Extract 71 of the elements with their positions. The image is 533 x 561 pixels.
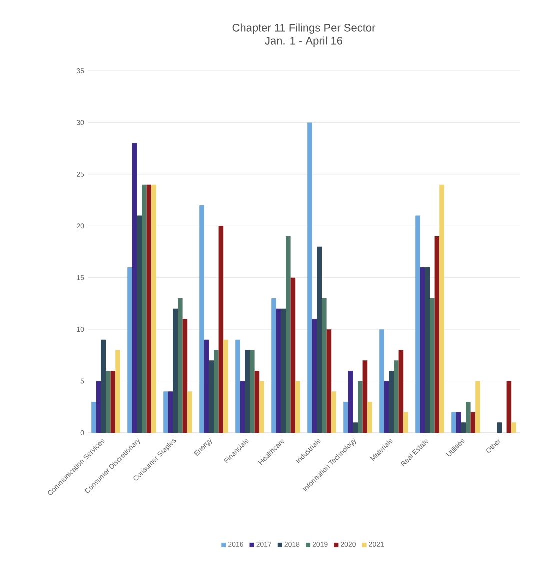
bar xyxy=(146,184,152,433)
bar xyxy=(272,298,276,433)
bar xyxy=(101,340,106,433)
bar xyxy=(368,402,372,433)
bar xyxy=(456,412,462,433)
bar xyxy=(209,360,214,433)
bar xyxy=(290,278,296,433)
bar xyxy=(240,381,246,433)
bar xyxy=(276,308,282,433)
bar xyxy=(106,370,111,433)
bar xyxy=(470,412,476,433)
bar xyxy=(236,340,240,433)
bar xyxy=(322,298,327,433)
bar xyxy=(344,402,348,433)
bar xyxy=(461,422,466,433)
bar xyxy=(96,381,102,433)
bar xyxy=(389,370,394,433)
bar xyxy=(420,268,426,433)
bar xyxy=(332,392,336,433)
chart-title: Chapter 11 Filings Per Sector xyxy=(232,24,376,34)
bar xyxy=(452,412,456,433)
bar xyxy=(348,370,354,433)
bar xyxy=(128,268,132,433)
bar xyxy=(173,308,178,433)
bar xyxy=(110,370,116,433)
bar xyxy=(218,226,224,433)
bar xyxy=(394,360,399,433)
bar xyxy=(362,360,368,433)
bar xyxy=(182,319,188,433)
bar xyxy=(178,298,183,433)
bar xyxy=(398,350,404,433)
bar xyxy=(200,205,204,433)
bar xyxy=(353,422,358,433)
bar xyxy=(416,216,420,433)
bar xyxy=(281,308,286,433)
bar xyxy=(440,184,444,433)
bar xyxy=(188,392,192,433)
bar xyxy=(254,370,260,433)
bar xyxy=(296,381,300,433)
bar xyxy=(466,402,471,433)
bar xyxy=(142,184,147,433)
bar xyxy=(384,381,390,433)
bar xyxy=(425,268,430,433)
bar xyxy=(116,350,120,433)
bar xyxy=(132,143,138,433)
bar xyxy=(308,122,312,433)
bar xyxy=(152,184,156,433)
bar xyxy=(245,350,250,433)
bar xyxy=(404,412,408,433)
bar xyxy=(204,340,210,433)
bar xyxy=(164,392,168,433)
bar xyxy=(250,350,255,433)
bar xyxy=(476,381,480,433)
bar xyxy=(430,298,435,433)
bar xyxy=(214,350,219,433)
bar xyxy=(224,340,228,433)
bar xyxy=(434,236,440,433)
bar xyxy=(317,246,322,433)
bar xyxy=(260,381,264,433)
bar xyxy=(358,381,363,433)
bar xyxy=(286,236,291,433)
bar xyxy=(168,392,174,433)
bar xyxy=(506,381,512,433)
bar xyxy=(497,422,502,433)
bar xyxy=(512,422,516,433)
chart-subtitle: Jan. 1 - April 16 xyxy=(265,36,343,47)
bar xyxy=(380,330,384,433)
bar xyxy=(137,216,142,433)
bar xyxy=(312,319,318,433)
bar xyxy=(326,330,332,433)
bar xyxy=(92,402,96,433)
